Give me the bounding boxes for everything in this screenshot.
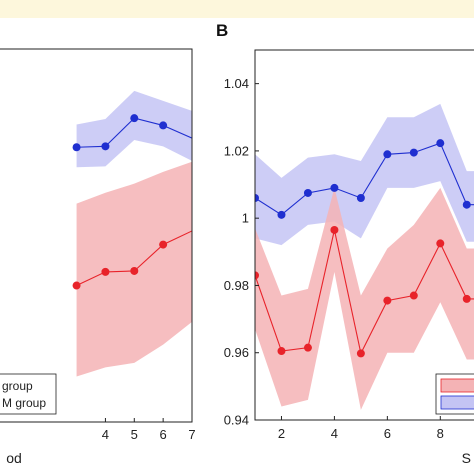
x-tick-label-b-2: 2 [278,426,285,441]
data-point-b-0-2 [303,188,312,197]
data-point-b-1-8 [462,294,471,303]
data-point-a-0-0 [72,143,81,152]
data-point-b-0-7 [436,139,445,148]
data-point-b-1-5 [383,296,392,305]
data-point-b-1-7 [436,239,445,248]
legend-a-box [0,373,57,415]
confidence-band-a-0 [76,90,192,168]
x-tick-label-b-8: 8 [437,426,444,441]
plot-area-b [255,103,474,410]
data-point-a-1-1 [101,267,110,276]
data-point-a-0-3 [159,121,168,130]
legend-b [435,373,474,415]
data-point-b-0-5 [383,150,392,159]
series-line-b-1 [255,229,474,356]
x-tick-label-b-6: 6 [384,426,391,441]
y-tick-label-b-0.96: 0.96 [224,345,249,360]
y-tick-label-b-1.02: 1.02 [224,143,249,158]
data-point-b-1-2 [303,343,312,352]
data-point-a-1-3 [159,240,168,249]
axes-frame-b [254,49,474,421]
top-banner [0,0,474,18]
data-point-b-1-1 [277,347,286,356]
axes-frame-a [0,48,193,423]
data-point-b-0-3 [330,183,339,192]
data-point-a-1-0 [72,281,81,290]
x-tick-label-a-4: 4 [102,427,109,442]
legend-a: group M group [0,373,57,415]
data-point-b-0-8 [462,200,471,209]
legend-a-label-1: M group [2,396,46,410]
x-tick-label-a-7: 7 [188,427,195,442]
series-line-b-0 [255,142,474,216]
legend-b-swatch-blue [440,395,474,410]
x-axis-label-a: od [6,450,22,466]
x-tick-label-b-4: 4 [331,426,338,441]
plot-area-a [72,90,192,377]
data-point-a-0-2 [130,114,139,123]
data-point-a-1-2 [130,266,139,275]
confidence-band-b-0 [255,103,474,246]
data-point-b-0-1 [277,210,286,219]
data-point-b-0-6 [409,148,418,157]
legend-a-label-0: group [2,379,33,393]
y-tick-label-b-0.98: 0.98 [224,278,249,293]
data-point-b-1-0 [255,271,259,280]
x-axis-label-b: S [462,450,471,466]
panel-b-chart: 0.94 0.96 0.98 1 1.02 1.04 2 4 6 8 S [224,49,474,466]
confidence-band-b-1 [255,187,474,410]
y-tick-label-b-1: 1 [242,211,249,226]
x-tick-label-a-5: 5 [131,427,138,442]
data-point-b-0-4 [356,194,365,202]
y-tick-label-b-0.94: 0.94 [224,413,249,428]
x-tick-label-a-6: 6 [160,427,167,442]
data-point-b-1-3 [330,225,339,234]
data-point-b-1-6 [409,291,418,300]
legend-b-swatch-red [440,378,474,393]
data-point-b-1-4 [356,349,365,358]
data-point-a-0-1 [101,142,110,151]
data-point-b-0-0 [255,194,259,202]
panel-b-letter: B [216,21,228,40]
panel-a-chart: 4 5 6 7 od group M group [0,48,196,466]
y-tick-label-b-1.04: 1.04 [224,76,249,91]
